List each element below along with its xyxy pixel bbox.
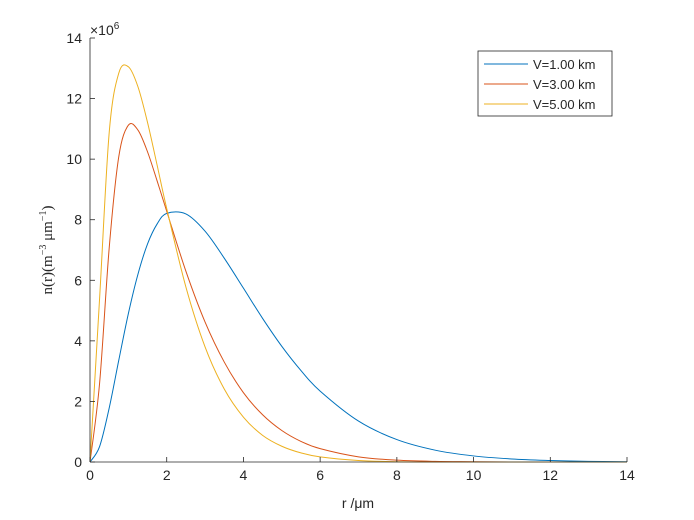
y-tick-label: 4 (74, 333, 82, 349)
x-tick-label: 0 (86, 467, 94, 483)
x-tick-label: 12 (542, 467, 558, 483)
y-multiplier-label: ×106 (90, 21, 120, 38)
axes-layer: 0 2 4 6 8 10 12 14 0 2 4 6 8 10 12 14 (66, 30, 635, 483)
legend: V=1.00 km V=3.00 km V=5.00 km (477, 50, 613, 117)
x-tick-label: 4 (240, 467, 248, 483)
legend-label: V=5.00 km (533, 97, 596, 112)
legend-label: V=1.00 km (533, 57, 596, 72)
y-tick-label: 0 (74, 454, 82, 470)
x-tick-label: 10 (466, 467, 482, 483)
x-tick-label: 6 (316, 467, 324, 483)
y-tick-label: 8 (74, 212, 82, 228)
legend-items: V=1.00 km V=3.00 km V=5.00 km (484, 57, 596, 112)
series-line-1 (89, 211, 628, 463)
y-axis-label: n(r)(m−3 μm−1) (38, 206, 56, 295)
x-axis-label: r /μm (342, 495, 374, 511)
x-tick-label: 2 (163, 467, 171, 483)
y-tick-label: 10 (66, 151, 82, 167)
y-tick-label: 12 (66, 91, 82, 107)
x-tick-label: 8 (393, 467, 401, 483)
legend-label: V=3.00 km (533, 77, 596, 92)
y-tick-label: 14 (66, 30, 82, 46)
x-tick-label: 14 (619, 467, 635, 483)
y-tick-label: 2 (74, 393, 82, 409)
y-tick-label: 6 (74, 272, 82, 288)
